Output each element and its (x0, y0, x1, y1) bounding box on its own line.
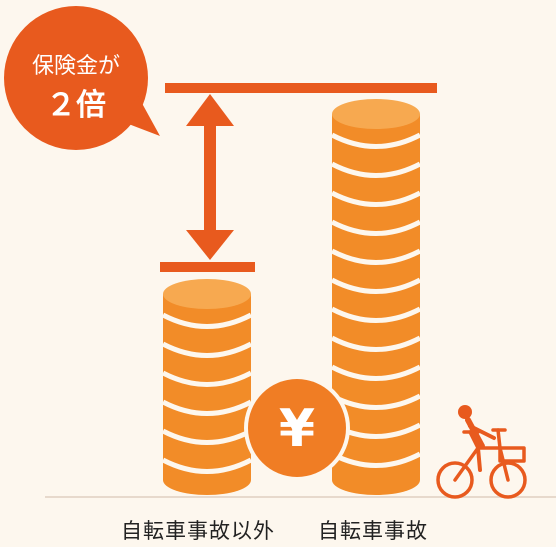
double-arrow-icon (186, 94, 234, 260)
coin-edge (161, 341, 253, 358)
bicycle-rider-icon (436, 405, 527, 499)
right-level-bar (165, 83, 437, 93)
coin-edge (161, 312, 253, 329)
coin-edge (330, 132, 422, 149)
coin-edge (330, 306, 422, 323)
speech-badge (4, 6, 160, 150)
label-non-bicycle-accident: 自転車事故以外 (121, 519, 275, 543)
coin-edge (330, 451, 422, 468)
left-level-bar (160, 262, 255, 272)
yen-coin-icon: ¥ (244, 375, 350, 481)
coin-edge (330, 190, 422, 207)
coin-edge (161, 428, 253, 445)
coin-edge (330, 277, 422, 294)
coin-edge (330, 364, 422, 381)
coin-top (163, 279, 251, 309)
coin-edge (330, 219, 422, 236)
badge-line2: ２倍 (46, 88, 106, 123)
coin-stack-right (330, 99, 422, 495)
coin-edge (330, 161, 422, 178)
coin-edge (161, 457, 253, 474)
coin-edge (161, 399, 253, 416)
coin-stack-left (161, 279, 253, 495)
coin-edge (330, 248, 422, 265)
badge-line1: 保険金が (31, 54, 120, 79)
label-bicycle-accident: 自転車事故 (318, 519, 428, 543)
coin-edge (161, 370, 253, 387)
yen-symbol: ¥ (279, 399, 315, 459)
coin-top (332, 99, 420, 129)
coin-edge (330, 335, 422, 352)
